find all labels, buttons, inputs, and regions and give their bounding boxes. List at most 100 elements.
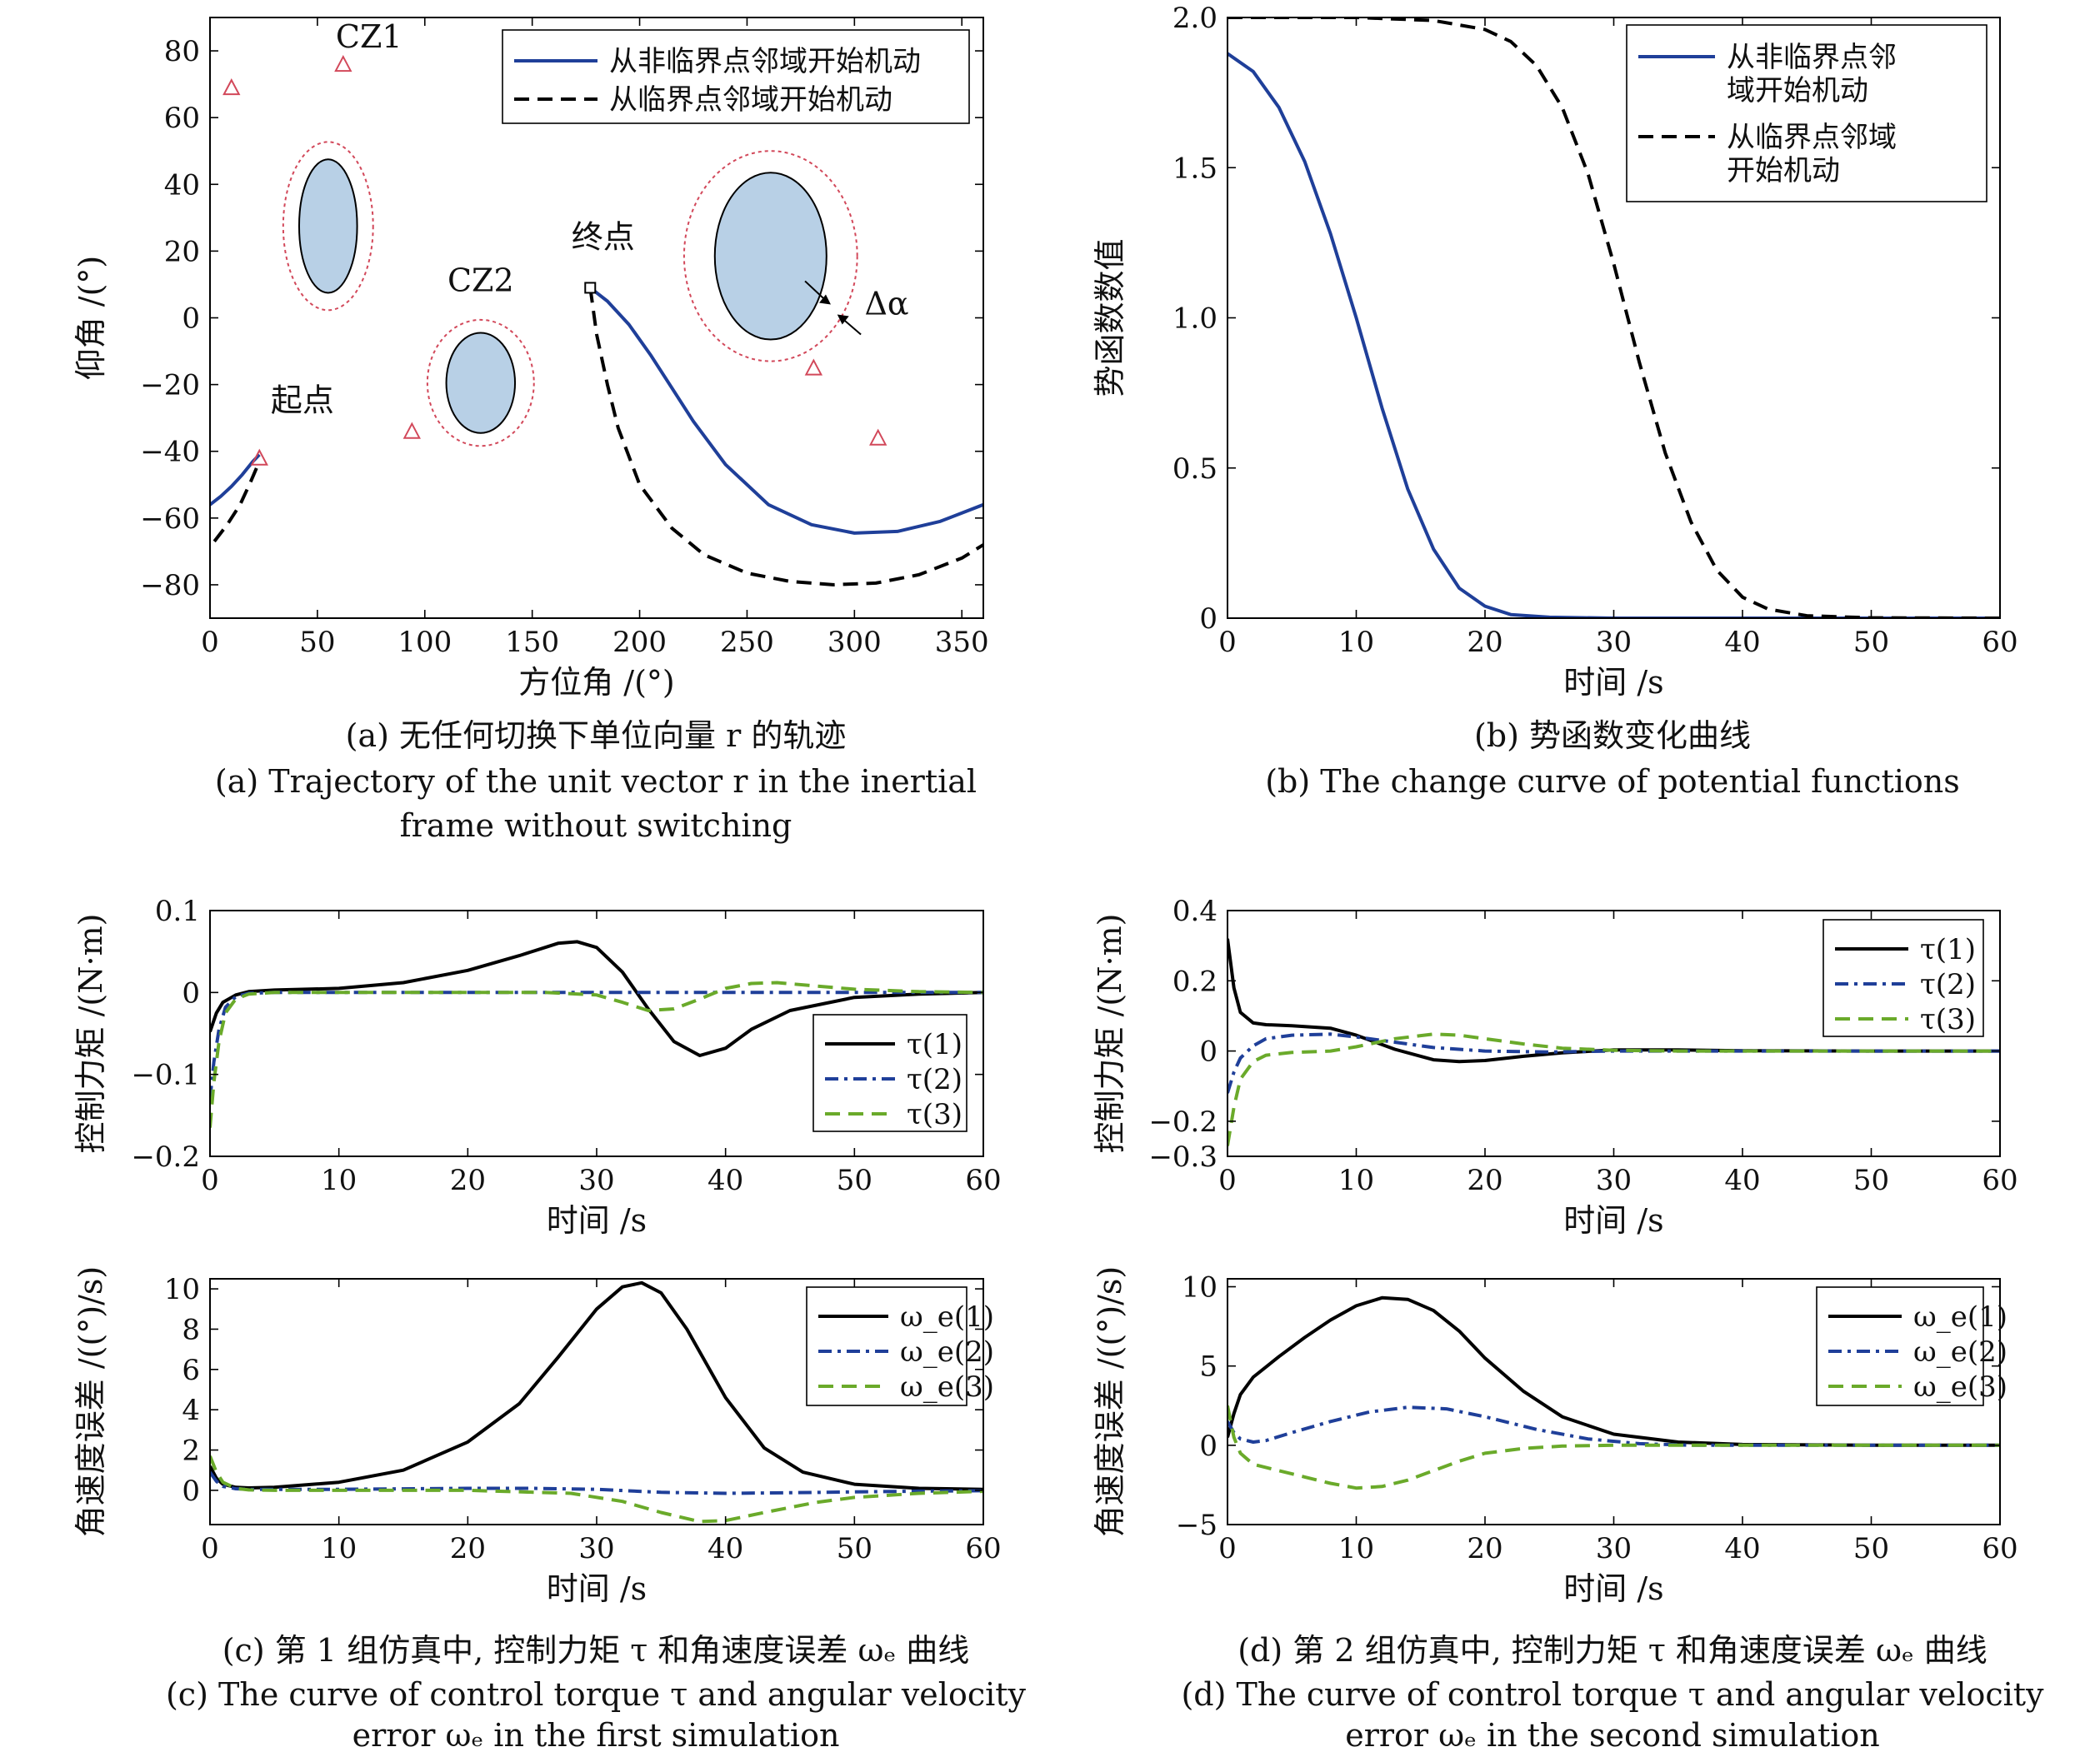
x-axis-label: 时间 /s [1563, 1202, 1663, 1239]
caption-c-en-2: error ωₑ in the first simulation [352, 1717, 840, 1754]
series-2-line [1228, 1405, 2000, 1447]
y-tick-label: 8 [182, 1313, 200, 1346]
y-tick-label: −0.1 [131, 1059, 200, 1092]
x-axis-label: 时间 /s [1563, 1570, 1663, 1607]
y-tick-label: 4 [182, 1394, 200, 1427]
y-tick-label: 0.5 [1172, 452, 1218, 486]
x-tick-label: 50 [1853, 626, 1889, 659]
y-tick-label: −80 [140, 569, 200, 602]
x-tick-label: 30 [578, 1532, 614, 1565]
y-tick-label: 0 [1199, 1036, 1218, 1069]
legend-label-1: ω_e(1) [900, 1300, 994, 1334]
obstacle-marker [334, 54, 352, 72]
y-axis-label: 控制力矩 /(N·m) [1092, 914, 1128, 1154]
y-axis-label: 控制力矩 /(N·m) [72, 914, 109, 1154]
legend-box [1822, 919, 1984, 1037]
y-tick-label: −20 [140, 369, 200, 402]
obstacle-marker [250, 448, 268, 466]
x-tick-label: 10 [1338, 1532, 1374, 1565]
legend-label-3: τ(3) [907, 1098, 962, 1131]
y-tick-label: 0 [182, 1475, 200, 1508]
legend-label-1: 域开始机动 [1727, 74, 1868, 107]
obstacle-marker [222, 77, 241, 96]
x-tick-label: 20 [450, 1532, 486, 1565]
chart-c-top: 0 10 20 30 40 50 60 −0.2 −0.1 0 0.1 时间 /s 控制力矩 /(N·m… [72, 895, 1002, 1239]
x-tick-label: 50 [837, 1532, 872, 1565]
y-tick-label: 6 [182, 1354, 200, 1387]
y-axis-label: 角速度误差 /((°)/s) [1092, 1266, 1128, 1538]
legend-label-3: ω_e(3) [1913, 1370, 2008, 1404]
caption-d-en-1: (d) The curve of control torque τ and an… [1181, 1676, 2044, 1713]
y-tick-label: 1.0 [1172, 302, 1218, 336]
legend-label-1: 从非临界点邻域开始机动 [609, 45, 921, 78]
y-tick-label: 0 [1199, 602, 1218, 636]
x-tick-label: 10 [321, 1532, 357, 1565]
series-1-line [589, 286, 983, 535]
legend-label-2: ω_e(2) [1913, 1335, 2008, 1369]
series-2-line [588, 287, 983, 586]
plot-area-d-bottom [1228, 1295, 2000, 1490]
x-tick-label: 0 [201, 1164, 219, 1197]
x-tick-label: 250 [720, 626, 774, 659]
x-tick-label: 0 [1218, 1532, 1237, 1565]
y-tick-label: 0.4 [1172, 895, 1218, 928]
y-tick-label: −40 [140, 436, 200, 469]
x-tick-label: 10 [321, 1164, 357, 1197]
y-tick-label: 0 [1199, 1430, 1218, 1463]
legend-label-2: 从临界点邻域开始机动 [609, 83, 892, 117]
x-tick-label: 30 [578, 1164, 614, 1197]
x-tick-label: 50 [1853, 1164, 1889, 1197]
x-tick-label: 30 [1596, 626, 1632, 659]
legend-label-2: τ(2) [1920, 968, 1976, 1001]
legend-label-2: 从临界点邻域 [1727, 121, 1897, 154]
x-tick-label: 40 [1724, 626, 1760, 659]
x-tick-label: 20 [1467, 1532, 1502, 1565]
caption-d-en-2: error ωₑ in the second simulation [1345, 1717, 1880, 1754]
legend-box [502, 29, 970, 124]
series-2-line [1228, 17, 2000, 618]
x-tick-label: 350 [935, 626, 989, 659]
y-tick-label: −0.3 [1148, 1141, 1218, 1174]
x-tick-label: 40 [1724, 1532, 1760, 1565]
x-axis-label: 时间 /s [547, 1570, 647, 1607]
x-tick-label: 0 [201, 1532, 219, 1565]
y-tick-label: −0.2 [131, 1141, 200, 1174]
x-tick-label: 200 [612, 626, 667, 659]
y-tick-label: 20 [164, 235, 200, 268]
legend-label-1: τ(1) [907, 1028, 962, 1061]
y-tick-label: −0.2 [1148, 1106, 1218, 1139]
legend-box [1626, 24, 1988, 202]
legend-label-2: τ(2) [907, 1063, 962, 1096]
y-tick-label: 0 [182, 976, 200, 1010]
x-tick-label: 100 [398, 626, 452, 659]
legend-label-2: 开始机动 [1727, 154, 1840, 187]
x-tick-label: 300 [828, 626, 882, 659]
legend-label-1: 从非临界点邻 [1727, 41, 1897, 74]
y-tick-label: 40 [164, 168, 200, 202]
x-tick-label: 30 [1596, 1532, 1632, 1565]
x-axis-label: 方位角 /(°) [518, 664, 675, 701]
caption-b-en: (b) The change curve of potential functi… [1265, 763, 1960, 800]
x-tick-label: 40 [708, 1532, 743, 1565]
constraint-zone [445, 332, 517, 434]
plot-area-d-top [1228, 938, 2000, 1146]
x-tick-label: 50 [299, 626, 335, 659]
series-3-line [210, 1455, 983, 1524]
y-tick-label: 0.2 [1172, 965, 1218, 998]
x-tick-label: 60 [965, 1532, 1001, 1565]
x-axis-label: 时间 /s [547, 1202, 647, 1239]
legend-label-2: ω_e(2) [900, 1335, 994, 1369]
series-2-line [1228, 1032, 2000, 1094]
caption-c-en-1: (c) The curve of control torque τ and an… [165, 1676, 1026, 1713]
delta-alpha-label: Δα [864, 285, 908, 322]
chart-b: 0 10 20 30 40 50 60 0 0.5 1.0 1.5 2.0 时间 /s 势函数数值 从非临界… [1092, 2, 2018, 701]
plot-area-c-bottom [210, 1280, 983, 1524]
legend-label-1: ω_e(1) [1913, 1300, 2008, 1334]
constraint-zone-boundary [282, 141, 374, 312]
legend-box [812, 1014, 968, 1132]
caption-b-cn: (b) 势函数变化曲线 [1473, 717, 1752, 754]
x-tick-label: 60 [965, 1164, 1001, 1197]
x-axis-label: 时间 /s [1563, 664, 1663, 701]
x-tick-label: 10 [1338, 626, 1374, 659]
